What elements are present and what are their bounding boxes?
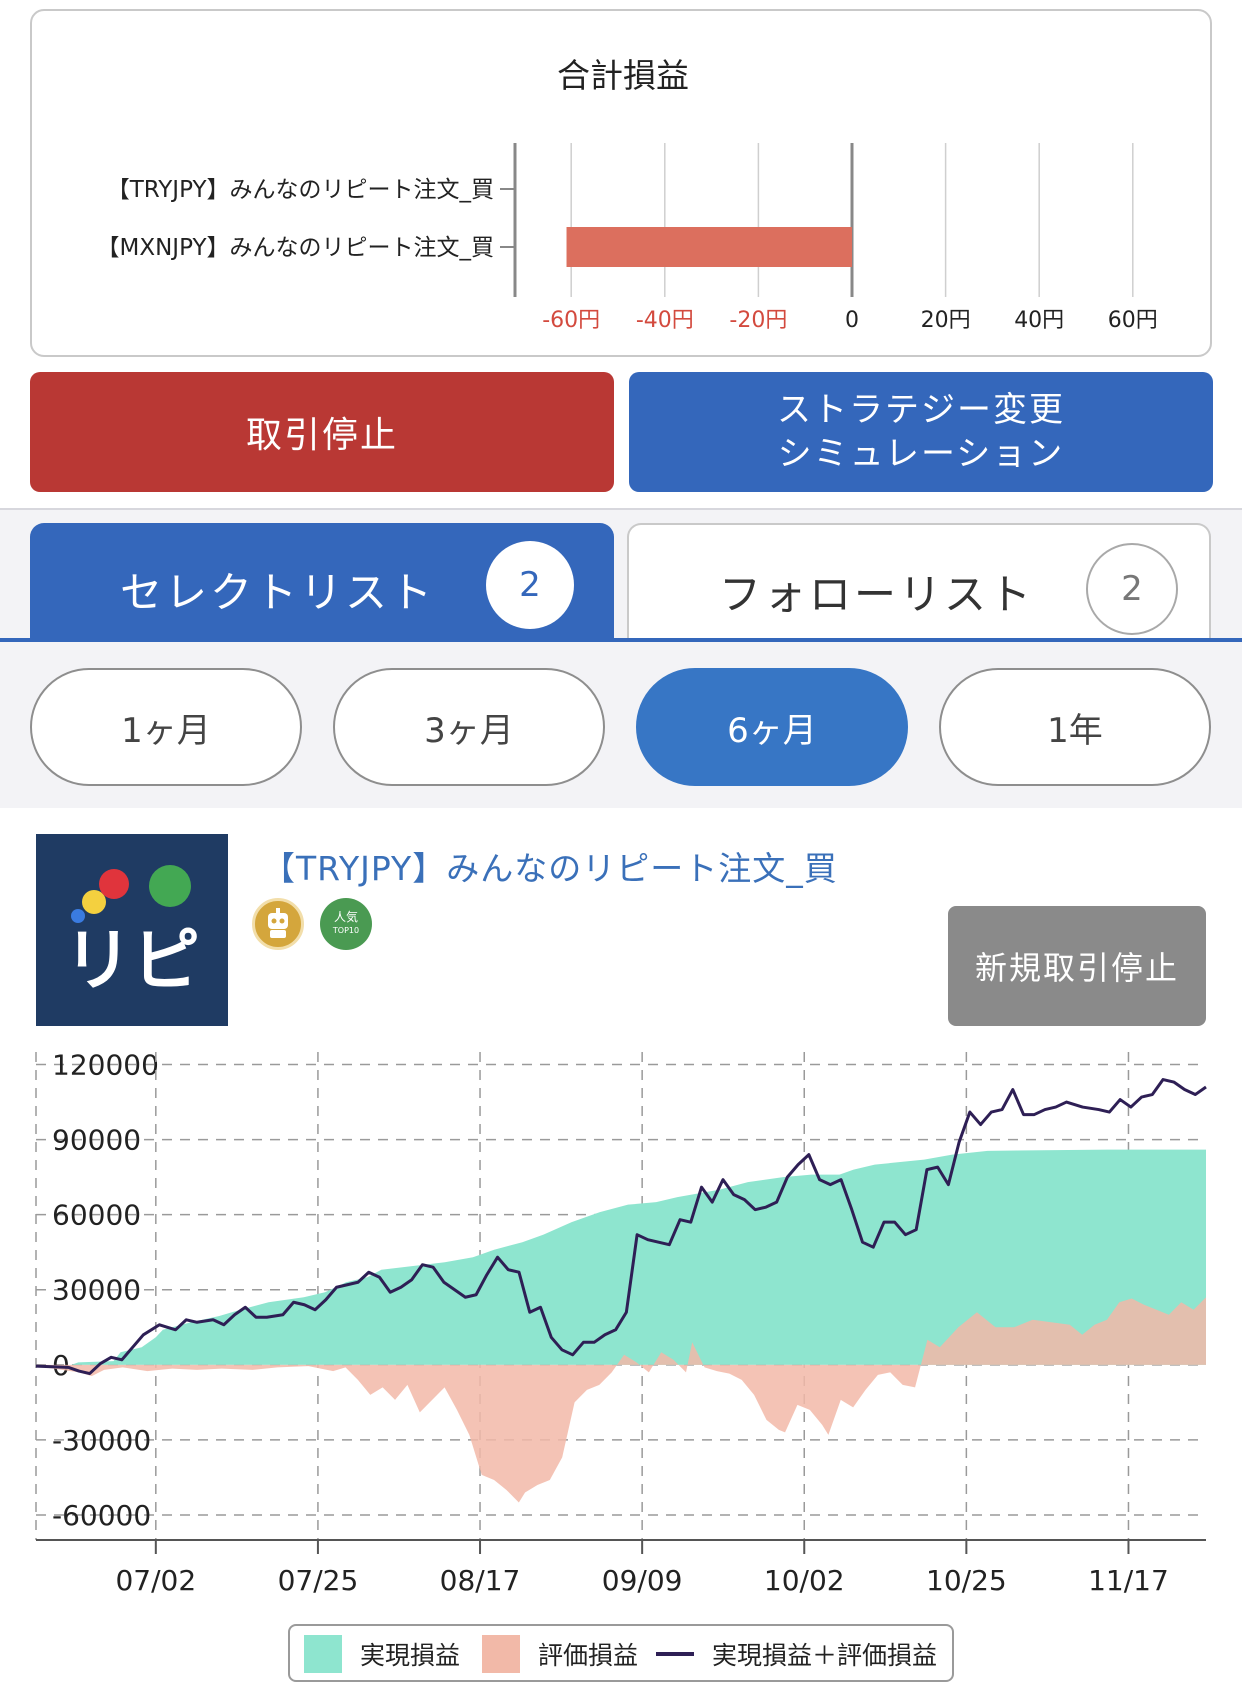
legend-item-realized: 実現損益 [304,1635,461,1673]
summary-category-label: 【TRYJPY】みんなのリピート注文_買 [107,177,494,203]
chart-x-tick-label: 08/17 [440,1564,521,1597]
tab-select-list-count-badge: 2 [486,541,574,629]
realized-pnl-area [36,1149,1206,1365]
total-pnl-card: 合計損益 -60円 -40円 -20円 0 20円 40円 60円 【TRYJPY】みんなのリ… [30,9,1212,357]
popular-badge-rank: TOP10 [332,926,360,935]
period-1-year-button[interactable]: 1年 [939,668,1211,786]
tab-follow-list-count-badge: 2 [1086,543,1178,635]
chart-y-tick-label: -60000 [52,1499,151,1532]
simulation-label-line2: シミュレーション [777,434,1065,474]
summary-tick-label: 20円 [921,308,971,333]
legend-swatch-unrealized [482,1635,520,1673]
robot-icon [252,898,304,950]
chart-x-tick-label: 07/25 [278,1564,359,1597]
summary-tick-label: -20円 [729,308,787,333]
period-6-month-button[interactable]: 6ヶ月 [636,668,908,786]
total-pnl-bar-chart: -60円 -40円 -20円 0 20円 40円 60円 【TRYJPY】みんなのリピート注文… [96,143,1158,333]
legend-item-total: 実現損益＋評価損益 [656,1636,937,1672]
summary-bar [566,227,852,267]
tabs-underline [0,638,1242,642]
tab-follow-list-label: フォローリスト [719,570,1035,619]
legend-item-unrealized: 評価損益 [482,1635,639,1673]
tab-follow-list[interactable]: フォローリスト 2 [627,523,1211,641]
stop-trading-button[interactable]: 取引停止 [30,372,614,492]
chart-x-tick-label: 10/02 [764,1564,845,1597]
summary-tick-label: 40円 [1014,308,1064,333]
total-pnl-line [35,1078,1207,1376]
legend-label-total: 実現損益＋評価損益 [712,1641,938,1670]
summary-tick-label: 60円 [1108,308,1158,333]
stop-trading-label: 取引停止 [245,415,398,456]
chart-legend: 実現損益 評価損益 実現損益＋評価損益 [288,1624,954,1682]
chart-x-tick-label: 11/17 [1088,1564,1169,1597]
total-pnl-title: 合計損益 [557,56,689,95]
strategy-name-link[interactable]: 【TRYJPY】みんなのリピート注文_買 [262,849,838,888]
legend-swatch-realized [304,1635,342,1673]
summary-category-label: 【MXNJPY】みんなのリピート注文_買 [96,235,494,261]
tab-select-list-label: セレクトリスト [120,568,436,617]
logo-text: リピ [64,922,200,1001]
chart-y-tick-label: 120000 [52,1049,159,1082]
chart-y-tick-label: 60000 [52,1199,141,1232]
summary-tick-label: 0 [845,308,859,333]
popular-top10-badge: 人気 TOP10 [320,898,372,950]
stop-new-trades-button[interactable]: 新規取引停止 [948,906,1206,1026]
legend-label-unrealized: 評価損益 [538,1641,639,1670]
summary-tick-label: -60円 [542,308,600,333]
chart-x-tick-label: 07/02 [115,1564,196,1597]
period-3-month-button[interactable]: 3ヶ月 [333,668,605,786]
divider [0,508,1242,510]
legend-label-realized: 実現損益 [360,1641,461,1670]
pnl-history-chart: 1200009000060000300000-30000-6000007/020… [35,1049,1207,1597]
repeat-order-logo: リピ [36,834,228,1026]
chart-y-tick-label: 90000 [52,1124,141,1157]
tab-select-list[interactable]: セレクトリスト 2 [30,523,614,641]
period-1-month-button[interactable]: 1ヶ月 [30,668,302,786]
simulation-label-line1: ストラテジー変更 [777,390,1065,430]
chart-x-tick-label: 09/09 [602,1564,683,1597]
legend-line-total [656,1652,694,1656]
chart-x-tick-label: 10/25 [926,1564,1007,1597]
summary-tick-label: -40円 [636,308,694,333]
popular-badge-text: 人気 [333,910,358,924]
chart-y-tick-label: -30000 [52,1424,151,1457]
strategy-change-simulation-button[interactable]: ストラテジー変更 シミュレーション [629,372,1213,492]
chart-y-tick-label: 30000 [52,1274,141,1307]
